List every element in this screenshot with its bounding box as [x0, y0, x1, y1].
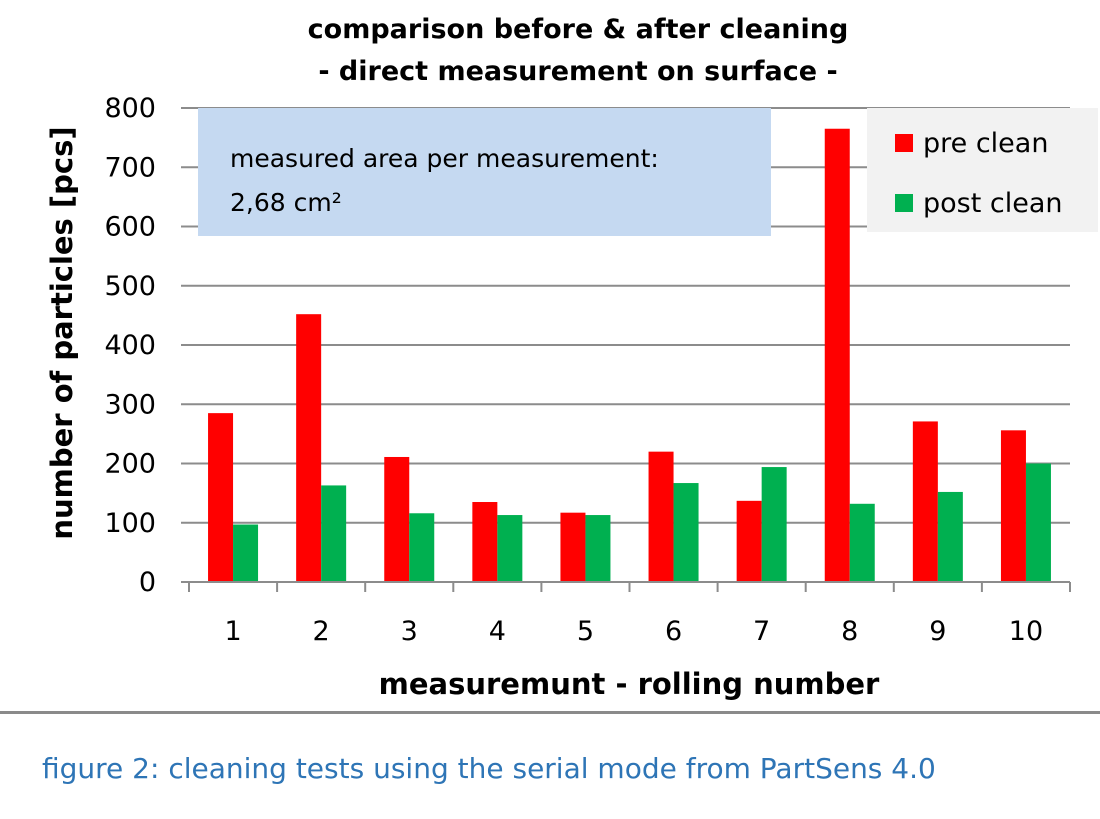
x-tick-label: 3	[401, 616, 418, 647]
y-tick-label: 100	[104, 508, 156, 539]
caption-divider	[0, 711, 1100, 714]
annotation-background	[198, 108, 771, 236]
bar-post-clean-8	[849, 503, 875, 582]
y-axis-title: number of particles [pcs]	[45, 126, 79, 539]
bar-pre-clean-2	[296, 314, 322, 582]
y-tick-label: 600	[104, 212, 156, 243]
y-tick-label: 0	[139, 567, 156, 598]
bar-pre-clean-7	[736, 500, 762, 582]
chart-title-line-1: comparison before & after cleaning	[308, 14, 849, 45]
y-axis-ticks: 0 100 200 300 400 500 600 700 800	[104, 93, 156, 598]
annotation-line-2: 2,68 cm²	[230, 188, 342, 217]
x-tick-label: 9	[929, 616, 946, 647]
legend: pre clean post clean	[867, 108, 1098, 232]
y-tick-label: 400	[104, 330, 156, 361]
bar-post-clean-10	[1025, 463, 1051, 582]
x-tick-label: 7	[753, 616, 770, 647]
y-tick-label: 700	[104, 152, 156, 183]
bar-pre-clean-4	[472, 502, 498, 582]
bar-post-clean-2	[321, 485, 347, 582]
y-tick-label: 300	[104, 389, 156, 420]
bar-post-clean-7	[761, 467, 787, 582]
x-tick-label: 8	[841, 616, 858, 647]
bar-post-clean-3	[409, 513, 435, 582]
bar-chart: comparison before & after cleaning - dir…	[45, 14, 1098, 701]
bar-pre-clean-5	[560, 512, 586, 582]
x-tick-label: 6	[665, 616, 682, 647]
figure-caption: figure 2: cleaning tests using the seria…	[42, 752, 936, 785]
x-tick-label: 5	[577, 616, 594, 647]
y-tick-label: 200	[104, 449, 156, 480]
bar-post-clean-6	[673, 483, 699, 582]
x-tick-label: 4	[489, 616, 506, 647]
bar-pre-clean-3	[384, 456, 410, 582]
bar-post-clean-4	[497, 515, 523, 582]
bar-pre-clean-10	[1000, 430, 1026, 582]
bars	[208, 128, 1051, 583]
chart-title-line-2: - direct measurement on surface -	[318, 56, 837, 87]
y-tick-label: 500	[104, 271, 156, 302]
bar-post-clean-5	[585, 515, 611, 582]
bar-post-clean-1	[233, 524, 259, 582]
annotation-box: measured area per measurement: 2,68 cm²	[198, 108, 771, 236]
bar-pre-clean-8	[824, 128, 850, 583]
x-tick-label: 10	[1009, 616, 1043, 647]
legend-label-post-clean: post clean	[923, 188, 1063, 219]
annotation-line-1: measured area per measurement:	[230, 144, 659, 173]
bar-pre-clean-6	[648, 451, 674, 582]
x-tick-label: 1	[224, 616, 241, 647]
y-tick-label: 800	[104, 93, 156, 124]
legend-label-pre-clean: pre clean	[923, 128, 1048, 159]
legend-swatch-pre-clean	[895, 134, 913, 152]
x-axis	[181, 581, 1071, 592]
x-tick-label: 2	[313, 616, 330, 647]
legend-swatch-post-clean	[895, 194, 913, 212]
x-axis-title: measuremunt - rolling number	[379, 667, 880, 701]
bar-post-clean-9	[937, 491, 963, 582]
bar-pre-clean-1	[208, 413, 234, 582]
bar-pre-clean-9	[912, 421, 938, 582]
x-axis-tick-labels: 1 2 3 4 5 6 7 8 9 10	[224, 616, 1043, 647]
